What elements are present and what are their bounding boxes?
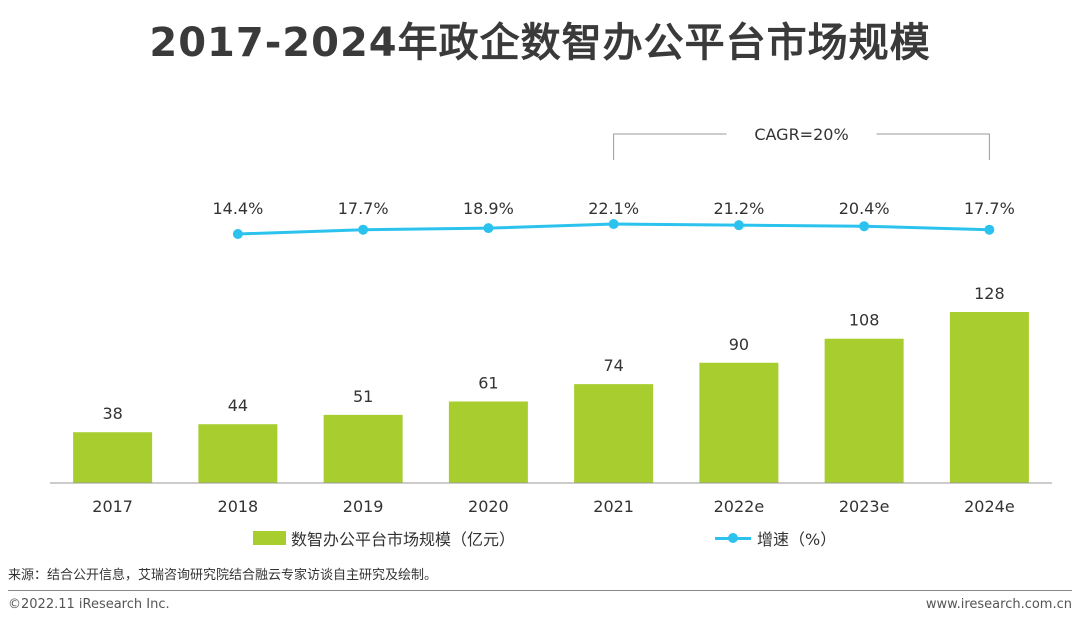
legend-line-item: 增速（%） (715, 526, 836, 550)
bar-2017 (73, 432, 153, 483)
bar-value-label-2022e: 90 (729, 335, 749, 354)
x-tick-label-2022e: 2022e (714, 497, 765, 516)
growth-label-2023e: 20.4% (839, 199, 890, 218)
bar-2022e (699, 362, 779, 483)
footer-website[interactable]: www.iresearch.com.cn (925, 597, 1072, 612)
x-tick-label-2023e: 2023e (839, 497, 890, 516)
x-tick-label-2021: 2021 (593, 497, 634, 516)
bar-value-label-2020: 61 (478, 374, 498, 393)
bar-2021 (574, 384, 654, 483)
growth-point-2020 (483, 223, 494, 234)
x-tick-label-2024e: 2024e (964, 497, 1015, 516)
bar-value-label-2017: 38 (102, 404, 122, 423)
x-tick-label-2019: 2019 (343, 497, 384, 516)
bar-2024e (949, 311, 1029, 483)
bar-value-label-2021: 74 (603, 356, 623, 375)
growth-point-2018 (232, 229, 243, 239)
cagr-label: CAGR=20% (754, 125, 848, 144)
growth-label-2024e: 17.7% (964, 199, 1015, 218)
source-note: 来源：结合公开信息，艾瑞咨询研究院结合融云专家访谈自主研究及绘制。 (8, 568, 438, 583)
chart-title: 2017-2024年政企数智办公平台市场规模 (149, 20, 931, 66)
footer-divider (8, 590, 1072, 591)
legend-bar-item: 数智办公平台市场规模（亿元） (253, 526, 515, 550)
growth-point-2024e (984, 224, 995, 235)
growth-point-2021 (608, 218, 619, 229)
growth-label-2020: 18.9% (463, 199, 514, 218)
growth-label-2019: 17.7% (338, 199, 389, 218)
bar-value-label-2019: 51 (353, 387, 373, 406)
x-tick-label-2017: 2017 (92, 497, 133, 516)
growth-label-2018: 14.4% (212, 199, 263, 218)
growth-point-2019 (358, 224, 369, 235)
chart-legend: 数智办公平台市场规模（亿元） 增速（%） (0, 526, 1080, 550)
x-tick-label-2018: 2018 (218, 497, 259, 516)
bar-2019 (323, 414, 403, 483)
growth-point-2023e (859, 221, 870, 232)
cagr-bracket-right (876, 133, 990, 160)
bar-2020 (448, 401, 528, 483)
growth-label-2022e: 21.2% (713, 199, 764, 218)
legend-line-swatch (715, 531, 751, 545)
chart-canvas: 38 2017 44 2018 51 2019 61 2020 74 2021 90 2022e 108… (50, 125, 1052, 516)
x-tick-label-2020: 2020 (468, 497, 509, 516)
footer-copyright: ©2022.11 iResearch Inc. (8, 597, 170, 612)
cagr-bracket-left (613, 133, 727, 160)
growth-label-2021: 22.1% (588, 199, 639, 218)
legend-bar-label: 数智办公平台市场规模（亿元） (291, 530, 516, 549)
bar-value-label-2024e: 128 (974, 284, 1005, 303)
legend-line-label: 增速（%） (757, 530, 837, 549)
bar-value-label-2018: 44 (228, 396, 248, 415)
bar-2023e (824, 338, 904, 483)
legend-bar-swatch (253, 531, 286, 545)
bar-2018 (198, 424, 278, 483)
bar-value-label-2023e: 108 (849, 311, 880, 330)
growth-point-2022e (733, 220, 744, 231)
